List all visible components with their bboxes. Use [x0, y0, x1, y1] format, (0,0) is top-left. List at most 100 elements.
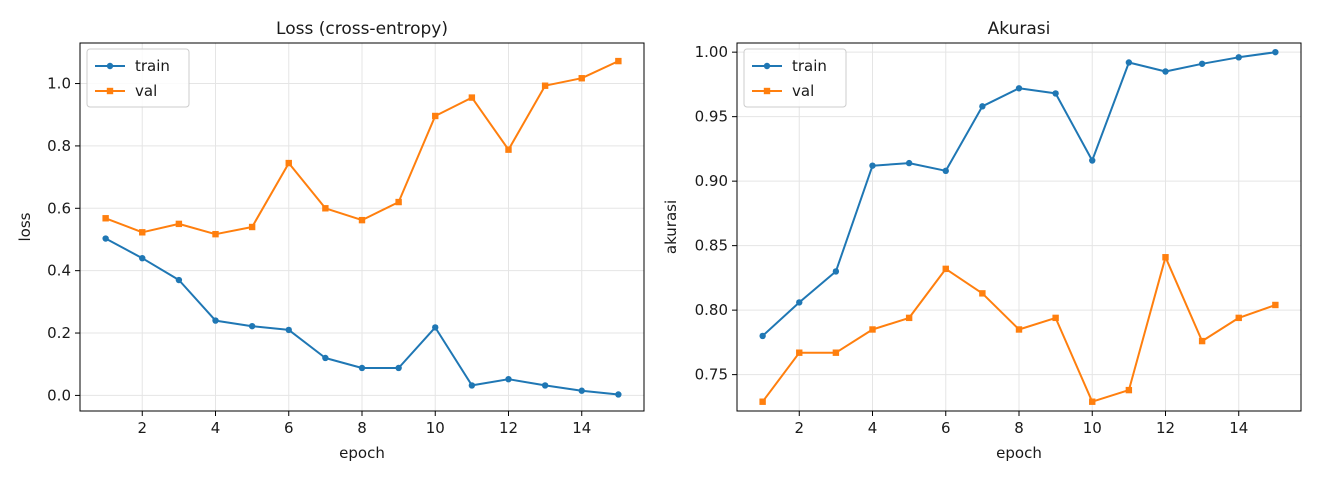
data-point-val — [139, 229, 146, 236]
data-point-train — [395, 364, 402, 372]
x-tick-label: 2 — [137, 419, 147, 437]
data-point-train — [322, 354, 329, 362]
data-point-val — [505, 146, 512, 153]
grid — [80, 43, 644, 411]
data-point-train — [212, 317, 219, 324]
data-point-val — [869, 326, 876, 333]
data-point-val — [1015, 326, 1023, 333]
x-tick-label: 10 — [426, 419, 445, 437]
data-point-train — [432, 324, 439, 331]
series-train — [102, 235, 622, 398]
data-point-train — [1125, 59, 1133, 66]
data-point-train — [358, 364, 366, 372]
data-point-val — [102, 215, 109, 222]
data-point-train — [942, 167, 949, 175]
legend-marker-train — [106, 62, 114, 70]
data-point-val — [541, 82, 549, 89]
data-point-val — [1089, 398, 1096, 405]
x-tick-label: 12 — [1156, 419, 1175, 437]
data-point-train — [285, 326, 292, 334]
x-tick-label: 6 — [284, 419, 294, 437]
x-tick-label: 10 — [1083, 419, 1102, 437]
data-point-train — [979, 103, 986, 110]
data-point-train — [1235, 54, 1242, 61]
data-point-train — [175, 276, 183, 284]
data-point-train — [248, 322, 256, 330]
legend-marker-val — [763, 87, 771, 95]
data-point-train — [102, 235, 109, 242]
data-point-train — [1015, 85, 1023, 92]
data-point-val — [1198, 337, 1206, 345]
data-point-val — [248, 223, 256, 231]
legend: train val — [743, 48, 847, 108]
data-point-train — [139, 254, 146, 262]
y-tick-label: 1.00 — [695, 43, 728, 61]
series-val — [759, 254, 1279, 405]
legend-label-val: val — [135, 82, 157, 100]
data-point-val — [432, 112, 439, 120]
data-point-val — [1125, 386, 1133, 394]
legend-marker-train — [763, 62, 771, 70]
y-axis-label: akurasi — [662, 200, 680, 254]
data-point-val — [1272, 301, 1279, 309]
data-point-val — [979, 290, 986, 297]
loss-chart: Loss (cross-entropy) epoch loss 2 4 6 8 10 12… — [16, 19, 645, 462]
x-tick-label: 2 — [794, 419, 804, 437]
data-point-train — [796, 299, 803, 306]
data-point-train — [759, 332, 766, 340]
y-tick-label: 0.85 — [695, 237, 728, 255]
x-tick-label: 4 — [868, 419, 878, 437]
data-point-val — [1235, 314, 1242, 322]
y-tick-label: 0.95 — [695, 108, 728, 126]
data-point-train — [905, 159, 913, 167]
data-point-val — [759, 398, 766, 405]
data-point-val — [395, 198, 402, 206]
legend-label-val: val — [792, 82, 814, 100]
data-point-val — [212, 230, 219, 238]
x-tick-label: 8 — [357, 419, 367, 437]
data-point-train — [869, 162, 876, 169]
y-tick-label: 0.80 — [695, 301, 728, 319]
x-axis-label: epoch — [996, 444, 1042, 462]
y-tick-label: 0.4 — [47, 262, 71, 280]
data-point-train — [1198, 60, 1206, 67]
series-val — [102, 57, 622, 238]
grid — [737, 43, 1301, 411]
y-axis-label: loss — [16, 212, 34, 241]
data-point-train — [1272, 48, 1279, 56]
data-point-val — [905, 314, 913, 322]
data-point-val — [322, 205, 329, 212]
data-point-val — [832, 349, 840, 356]
x-tick-label: 8 — [1014, 419, 1024, 437]
y-tick-label: 0.6 — [47, 199, 71, 217]
data-point-train — [1089, 157, 1096, 164]
x-tick-label: 12 — [499, 419, 518, 437]
legend-label-train: train — [792, 57, 827, 75]
legend: train val — [86, 48, 190, 108]
chart-title: Akurasi — [988, 19, 1051, 39]
y-tick-label: 0.0 — [47, 386, 71, 404]
x-tick-label: 14 — [572, 419, 591, 437]
data-point-val — [358, 216, 366, 224]
chart-title: Loss (cross-entropy) — [276, 19, 448, 39]
y-tick-label: 0.90 — [695, 172, 728, 190]
data-point-val — [942, 265, 949, 273]
data-point-train — [468, 382, 476, 389]
x-tick-label: 4 — [211, 419, 221, 437]
data-point-val — [796, 349, 803, 356]
data-point-val — [175, 220, 183, 228]
data-point-val — [615, 57, 622, 65]
y-tick-label: 0.2 — [47, 324, 71, 342]
plot-frame — [736, 42, 1302, 412]
data-point-train — [505, 375, 512, 383]
data-point-val — [285, 159, 292, 167]
data-point-train — [1052, 90, 1059, 97]
data-point-val — [578, 75, 585, 82]
x-tick-label: 14 — [1229, 419, 1248, 437]
data-point-train — [1162, 68, 1169, 75]
series-train — [759, 48, 1279, 340]
data-point-train — [615, 391, 622, 398]
x-tick-label: 6 — [941, 419, 951, 437]
